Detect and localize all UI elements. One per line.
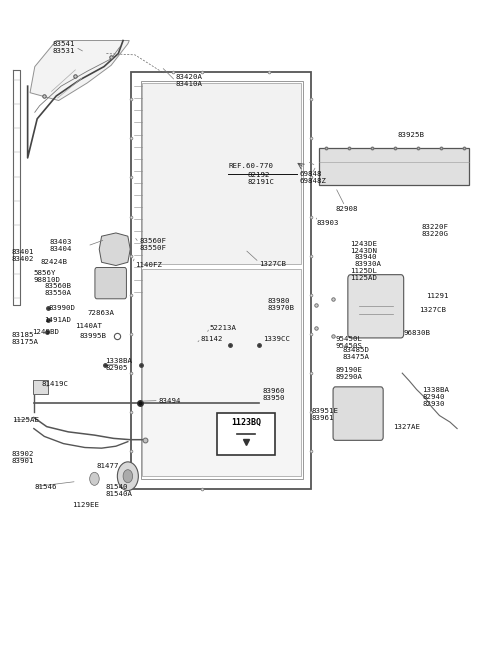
Text: 52213A: 52213A [209, 324, 237, 331]
Text: 83951E
83961: 83951E 83961 [312, 408, 338, 421]
Circle shape [90, 472, 99, 485]
Text: 83903: 83903 [316, 220, 339, 226]
Text: 81540
81540A: 81540 81540A [106, 484, 132, 497]
Text: 83560F
83550F: 83560F 83550F [140, 238, 167, 250]
Text: 72863A: 72863A [87, 310, 114, 316]
Text: 83960
83950: 83960 83950 [263, 388, 286, 400]
Text: 83990D: 83990D [48, 305, 75, 311]
Text: 89190E
89290A: 89190E 89290A [336, 367, 362, 380]
Polygon shape [142, 269, 301, 476]
Text: 1243DE
1243DN: 1243DE 1243DN [350, 242, 377, 254]
FancyBboxPatch shape [348, 274, 404, 338]
Text: 83902
83901: 83902 83901 [12, 451, 35, 464]
FancyBboxPatch shape [95, 267, 126, 299]
Text: 82424B: 82424B [40, 259, 68, 265]
FancyBboxPatch shape [33, 380, 48, 394]
Text: 83185
83175A: 83185 83175A [12, 332, 39, 345]
Text: 83403
83404: 83403 83404 [49, 240, 72, 252]
Polygon shape [142, 83, 301, 263]
Text: 81419C: 81419C [42, 381, 69, 387]
Polygon shape [319, 148, 469, 185]
Circle shape [117, 462, 138, 491]
Text: 83420A
83410A: 83420A 83410A [176, 75, 203, 88]
Text: 82192
82191C: 82192 82191C [247, 172, 274, 185]
FancyBboxPatch shape [217, 413, 275, 455]
Text: REF.60-770: REF.60-770 [228, 162, 273, 169]
Text: 83401
83402: 83401 83402 [12, 250, 35, 262]
Text: 1338BA
82940
82930: 1338BA 82940 82930 [422, 387, 449, 407]
Text: 83560B
83550A: 83560B 83550A [44, 283, 72, 296]
Text: 1140FZ: 1140FZ [135, 262, 162, 268]
Circle shape [123, 470, 132, 483]
Text: 1125AE: 1125AE [12, 417, 39, 423]
Text: 81477: 81477 [97, 464, 120, 470]
Text: 1327AE: 1327AE [393, 424, 420, 430]
Text: 1327CB: 1327CB [419, 307, 446, 313]
Polygon shape [99, 233, 130, 265]
Text: 1327CB: 1327CB [259, 261, 286, 267]
Text: 1491AD: 1491AD [44, 316, 72, 323]
Text: 83940
83930A: 83940 83930A [355, 255, 382, 267]
Text: 1125DL
1125AD: 1125DL 1125AD [350, 267, 377, 280]
Text: 83494: 83494 [159, 398, 181, 403]
Text: 1339CC: 1339CC [263, 336, 290, 343]
Text: 5856Y
98810D: 5856Y 98810D [34, 270, 61, 283]
Text: 11291: 11291 [426, 293, 449, 299]
Text: 95450L
95450S: 95450L 95450S [336, 336, 362, 349]
Text: 81142: 81142 [201, 336, 223, 343]
Text: 83925B: 83925B [397, 132, 424, 138]
Text: 83485D
83475A: 83485D 83475A [343, 347, 370, 360]
Polygon shape [30, 41, 129, 100]
Text: 82908: 82908 [336, 206, 358, 212]
Text: 83995B: 83995B [79, 333, 106, 339]
Text: 1129EE: 1129EE [72, 502, 99, 508]
Text: 81546: 81546 [35, 483, 57, 490]
Text: 83541
83531: 83541 83531 [52, 41, 75, 54]
Text: 1140AT: 1140AT [75, 322, 102, 329]
Text: 96830B: 96830B [403, 329, 430, 336]
FancyBboxPatch shape [333, 387, 383, 440]
Text: 83220F
83220G: 83220F 83220G [421, 225, 448, 238]
Text: 1123BQ: 1123BQ [231, 419, 261, 427]
Text: 1338BA
82905: 1338BA 82905 [106, 358, 132, 371]
Text: 83980
83970B: 83980 83970B [268, 298, 295, 311]
Text: 1249BD: 1249BD [33, 329, 60, 335]
Text: 69848
69848Z: 69848 69848Z [300, 171, 327, 184]
